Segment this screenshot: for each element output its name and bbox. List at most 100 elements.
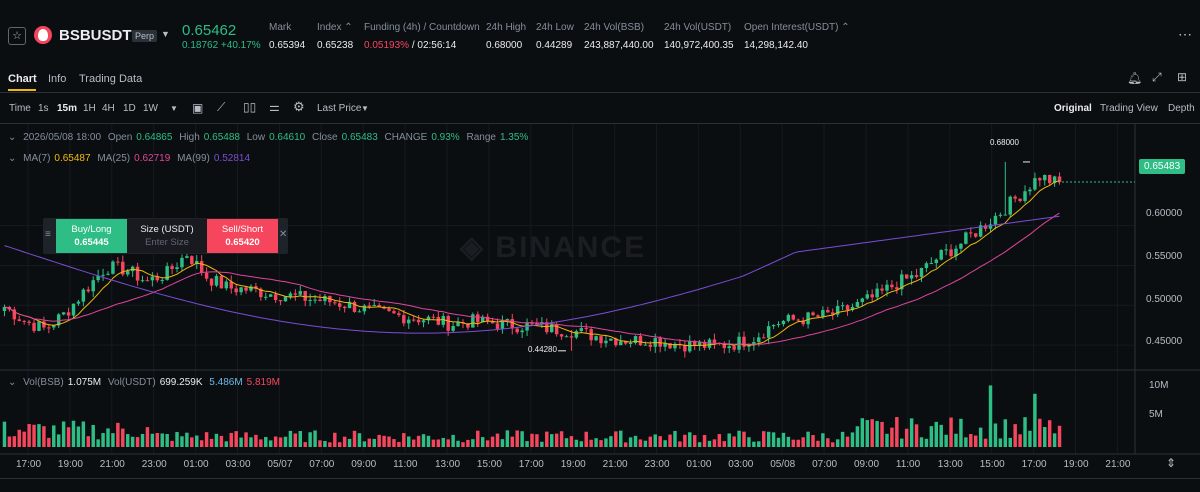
volume-bar — [993, 423, 998, 447]
interval-15m[interactable]: 15m — [57, 103, 78, 114]
symbol-dropdown-icon[interactable]: ▼ — [161, 29, 170, 39]
calendar-icon[interactable]: ▣ — [192, 101, 204, 115]
volume-bar — [614, 431, 618, 447]
candle-body — [811, 312, 815, 316]
collapse-icon[interactable]: ⌄ — [8, 132, 17, 143]
size-input[interactable]: Size (USDT) Enter Size — [127, 219, 207, 253]
candle-body — [840, 305, 845, 307]
volume-bar — [86, 436, 91, 447]
volume-bar — [382, 435, 386, 447]
candle-body — [781, 320, 786, 325]
stat-label: Mark — [269, 22, 292, 33]
fit-axis-icon[interactable]: ⇕ — [1166, 456, 1177, 470]
volume-bar — [939, 424, 943, 447]
drag-handle-icon[interactable]: ≡ — [45, 229, 51, 240]
candle-body — [766, 326, 771, 338]
candle-body — [816, 315, 820, 317]
interval-1s[interactable]: 1s — [38, 103, 49, 114]
volume-bar — [663, 440, 667, 447]
volume-bar — [628, 437, 633, 447]
close-icon[interactable]: ✕ — [279, 229, 288, 240]
candle-body — [471, 314, 475, 328]
bell-icon[interactable]: 🔔︎ — [1127, 71, 1143, 85]
candlestick-chart[interactable] — [0, 124, 1200, 464]
volume-bar — [584, 431, 588, 447]
interval-dropdown-icon[interactable]: ▼ — [170, 104, 178, 113]
settings-sliders-icon[interactable]: ⚌ — [269, 100, 280, 114]
perp-badge: Perp — [132, 30, 158, 42]
volume-bar — [786, 436, 791, 447]
price-type-dropdown-icon[interactable]: ▼ — [361, 104, 369, 113]
volume-bar — [244, 432, 248, 447]
ellipsis-icon[interactable]: ⋯ — [1178, 26, 1192, 42]
candle-body — [199, 260, 204, 273]
candle-body — [392, 311, 396, 314]
time-axis-label: 03:00 — [225, 459, 251, 470]
time-axis-label: 17:00 — [1021, 459, 1047, 470]
volume-bar — [209, 438, 214, 447]
candle-body — [337, 303, 342, 307]
grid-layout-icon[interactable]: ⊞ — [1177, 70, 1188, 84]
candle-body — [870, 294, 874, 298]
tab-info[interactable]: Info — [48, 73, 67, 85]
candle-body — [668, 343, 672, 349]
volume-bar — [914, 424, 919, 447]
candle-body — [614, 338, 618, 346]
volume-bar — [466, 439, 470, 447]
candle-body — [91, 280, 95, 292]
candle-body — [594, 336, 598, 341]
interval-1d[interactable]: 1D — [123, 103, 136, 114]
price-type-select[interactable]: Last Price — [317, 103, 362, 114]
volume-bar — [973, 435, 978, 447]
buy-long-button[interactable]: Buy/Long 0.65445 — [56, 219, 127, 253]
candle-body — [1018, 198, 1022, 201]
candle-type-icon[interactable]: ▯▯ — [243, 100, 257, 114]
candle-body — [402, 315, 406, 324]
tab-trading-data[interactable]: Trading Data — [79, 73, 143, 85]
close-label: Close — [312, 132, 338, 143]
volume-bar — [239, 437, 243, 447]
candle-body — [835, 306, 840, 315]
vol-collapse-icon[interactable]: ⌄ — [8, 377, 17, 388]
candle-body — [623, 341, 628, 344]
candle-body — [283, 296, 288, 302]
interval-1w[interactable]: 1W — [143, 103, 158, 114]
volume-bar — [1013, 424, 1017, 447]
volume-bar — [333, 432, 337, 447]
volume-bar — [959, 418, 963, 447]
candle-body — [549, 324, 554, 333]
volume-bar — [397, 441, 401, 447]
candle-body — [934, 259, 939, 264]
ma-collapse-icon[interactable]: ⌄ — [8, 153, 17, 164]
star-icon[interactable]: ☆ — [8, 27, 26, 45]
candle-body — [214, 275, 219, 286]
volume-bar — [1028, 430, 1032, 447]
volume-bar — [76, 426, 81, 447]
candle-body — [27, 321, 31, 323]
view-depth[interactable]: Depth — [1168, 103, 1195, 114]
expand-icon[interactable]: ⤢ — [1152, 70, 1162, 84]
view-original[interactable]: Original — [1054, 103, 1092, 114]
price-axis-label: 0.60000 — [1146, 208, 1183, 219]
view-trading-view[interactable]: Trading View — [1100, 103, 1158, 114]
tab-chart[interactable]: Chart — [8, 73, 37, 85]
volume-bar — [1023, 417, 1027, 447]
volume-bar — [264, 437, 268, 447]
interval-time[interactable]: Time — [9, 103, 31, 114]
indicator-icon[interactable]: ⟋ — [217, 100, 226, 114]
candle-body — [145, 280, 150, 282]
time-axis-label: 13:00 — [937, 459, 963, 470]
sell-short-button[interactable]: Sell/Short 0.65420 — [207, 219, 278, 253]
stat-value-text: 140,972,400.35 — [664, 40, 734, 51]
symbol-name[interactable]: BSBUSDT — [59, 27, 132, 44]
volume-bar — [870, 419, 874, 447]
gear-icon[interactable]: ⚙ — [293, 99, 305, 114]
volume-bar — [27, 424, 31, 447]
volume-bar — [130, 436, 135, 447]
candle-body — [1038, 178, 1042, 181]
interval-1h[interactable]: 1H — [83, 103, 96, 114]
interval-4h[interactable]: 4H — [102, 103, 115, 114]
volume-bar — [845, 436, 850, 447]
stat-label: 24h Vol(BSB) — [584, 22, 645, 33]
candle-body — [333, 302, 337, 304]
